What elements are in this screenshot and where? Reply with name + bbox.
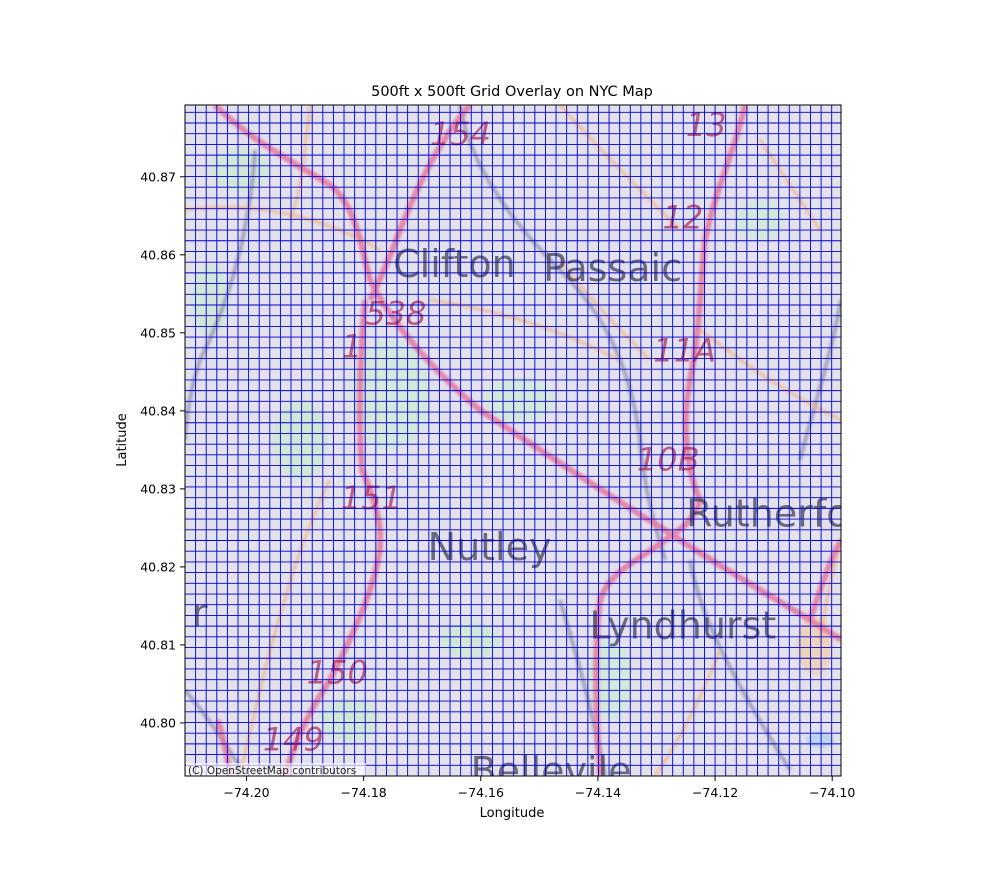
map-basemap: Clifton PassaicNutleyRutherfoLyndhurstBel… <box>185 105 849 793</box>
x-axis-ticks: −74.20 −74.18 −74.16 −74.14 −74.12 −74.10 <box>223 776 855 800</box>
route-label: 149 <box>263 721 324 759</box>
x-tick-label: −74.16 <box>458 785 504 800</box>
park-area <box>272 400 328 480</box>
park-area <box>210 148 270 192</box>
route-label: 538 <box>365 295 426 333</box>
road-secondary <box>758 139 822 231</box>
park-area <box>440 622 500 658</box>
highway <box>367 105 473 302</box>
park-area <box>485 378 555 422</box>
park-area <box>320 698 380 742</box>
place-label: Rutherfo <box>686 492 849 536</box>
rail-line <box>798 299 841 461</box>
highway <box>282 299 384 776</box>
place-label: Nutley <box>428 525 552 569</box>
place-label: Bellevile <box>471 749 632 793</box>
x-tick-label: −74.18 <box>341 785 387 800</box>
road-secondary <box>429 298 621 362</box>
route-label: 13 <box>686 106 727 144</box>
y-tick-label: 40.85 <box>140 325 176 340</box>
place-label: Clifton <box>393 242 516 286</box>
y-tick-label: 40.83 <box>140 481 176 496</box>
axes-frame <box>184 104 842 777</box>
road-secondary <box>653 649 722 776</box>
y-tick-label: 40.84 <box>140 403 176 418</box>
y-tick-label: 40.87 <box>140 169 176 184</box>
y-tick-label: 40.86 <box>140 247 176 262</box>
highway <box>807 538 841 621</box>
y-tick-label: 40.80 <box>140 715 176 730</box>
route-label: 1 <box>342 327 362 365</box>
x-axis-label: Longitude <box>480 806 545 821</box>
park-area <box>735 200 785 240</box>
highway <box>212 105 841 643</box>
y-axis-ticks: 40.80 40.81 40.82 40.83 40.84 40.85 40.86 40.87 <box>140 169 185 730</box>
route-label: 150 <box>307 654 368 692</box>
chart-title: 500ft x 500ft Grid Overlay on NYC Map <box>371 84 653 100</box>
x-tick-label: −74.20 <box>223 785 269 800</box>
map-attribution: (C) OpenStreetMap contributors <box>188 765 356 777</box>
place-label: r <box>192 591 208 635</box>
grid-overlay <box>185 105 841 776</box>
rail-line <box>458 105 667 561</box>
x-tick-label: −74.12 <box>692 785 738 800</box>
route-label: 11A <box>653 331 716 369</box>
y-axis-label: Latitude <box>115 413 130 467</box>
y-tick-label: 40.82 <box>140 559 176 574</box>
x-tick-label: −74.10 <box>809 785 855 800</box>
y-tick-label: 40.81 <box>140 637 176 652</box>
route-label: 10B <box>637 441 700 479</box>
x-tick-label: −74.14 <box>575 785 621 800</box>
